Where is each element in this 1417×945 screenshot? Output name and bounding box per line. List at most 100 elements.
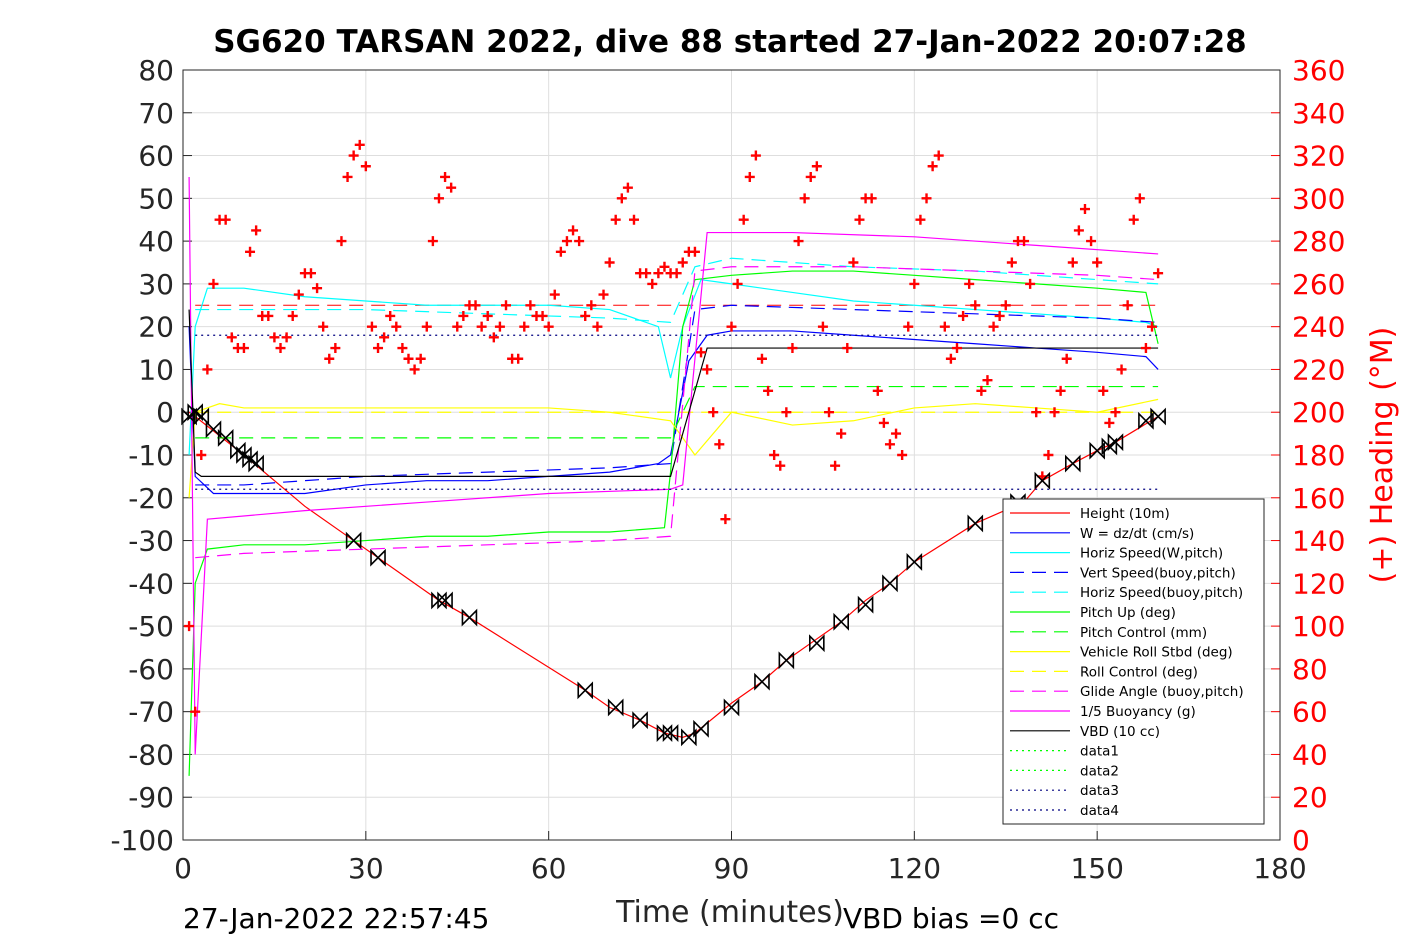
heading-point (482, 310, 493, 321)
bowtie-marker (205, 420, 222, 439)
y-tick-label: -40 (128, 567, 174, 600)
heading-point (689, 246, 700, 257)
heading-point (659, 261, 670, 272)
heading-point (433, 193, 444, 204)
heading-point (440, 171, 451, 182)
heading-point (470, 300, 481, 311)
heading-point (543, 321, 554, 332)
heading-point (1086, 236, 1097, 247)
heading-point (1079, 204, 1090, 215)
heading-point (391, 321, 402, 332)
y-right-tick-label: 160 (1292, 482, 1345, 515)
legend-label: data2 (1080, 763, 1119, 779)
heading-point (1000, 300, 1011, 311)
heading-point (1073, 225, 1084, 236)
heading-point (756, 353, 767, 364)
legend-label: Height (10m) (1080, 506, 1170, 522)
heading-point (1031, 407, 1042, 418)
heading-point (580, 310, 591, 321)
bowtie-marker (693, 719, 709, 738)
heading-point (1104, 417, 1115, 428)
bowtie-marker (431, 591, 447, 610)
heading-point (342, 171, 353, 182)
heading-point (403, 353, 414, 364)
heading-point (263, 310, 274, 321)
heading-point (549, 289, 560, 300)
heading-point (878, 417, 889, 428)
legend-entries: Height (10m) W = dz/dt (cm/s) Horiz Speed(… (1010, 506, 1244, 819)
heading-point (854, 214, 865, 225)
heading-point (202, 364, 213, 375)
heading-point (884, 439, 895, 450)
series-line (195, 304, 1159, 486)
x-axis-label: Time (minutes) (615, 895, 844, 930)
heading-point (763, 385, 774, 396)
heading-point (738, 214, 749, 225)
plot-frame (182, 69, 1281, 841)
bowtie-marker (906, 553, 923, 571)
heading-point (696, 347, 707, 358)
heading-point (196, 450, 207, 460)
bowtie-markers (181, 403, 1166, 747)
heading-point (561, 236, 572, 247)
heading-point (915, 214, 926, 225)
legend-label: Pitch Control (mm) (1080, 625, 1207, 641)
heading-point (184, 621, 195, 632)
y-tick-label: -80 (128, 738, 174, 771)
left-axis-ticks: 80 70 60 50 40 30 20 10 0 -10 -20 -30 -40 -50 -60 -70 -8… (110, 54, 174, 857)
series-line (188, 326, 1159, 495)
heading-point (330, 343, 341, 354)
heading-point (525, 300, 536, 311)
heading-point (421, 321, 432, 332)
heading-point (775, 460, 786, 471)
right-axis-label: (+) Heading (°M) (1365, 327, 1400, 584)
heading-point (769, 450, 780, 460)
heading-point (708, 407, 719, 418)
series-line (195, 257, 1159, 324)
legend-label: W = dz/dt (cm/s) (1080, 526, 1194, 542)
heading-point (446, 182, 457, 193)
bowtie-marker (461, 608, 478, 627)
heading-point (452, 321, 463, 332)
heading-point (714, 439, 725, 450)
y-tick-label: -10 (128, 439, 174, 472)
bowtie-marker (778, 651, 795, 670)
heading-point (397, 343, 408, 354)
heading-point (354, 139, 365, 150)
bowtie-marker (242, 450, 258, 469)
heading-point (555, 246, 566, 257)
y-tick-label: 80 (138, 54, 174, 87)
heading-point (903, 321, 914, 332)
y-right-tick-label: 200 (1292, 396, 1345, 429)
legend-label: Vert Speed(buoy,pitch) (1080, 565, 1236, 581)
heading-point (641, 268, 652, 279)
bowtie-marker (754, 672, 770, 691)
heading-point (494, 321, 505, 332)
heading-point (1153, 268, 1164, 279)
heading-point (720, 514, 731, 525)
heading-point (1019, 236, 1030, 247)
heading-point (647, 278, 658, 289)
bowtie-marker (607, 698, 624, 717)
heading-point (1128, 214, 1139, 225)
y-tick-label: 0 (156, 396, 174, 429)
y-tick-label: 70 (138, 97, 174, 130)
footer-timestamp: 27-Jan-2022 22:57:45 (183, 902, 489, 935)
heading-point (305, 268, 316, 279)
heading-point (208, 278, 219, 289)
heading-point (586, 300, 597, 311)
heading-point (1043, 450, 1054, 460)
heading-point (951, 343, 962, 354)
heading-point (1025, 278, 1036, 289)
heading-point (251, 225, 262, 236)
bowtie-marker (1101, 437, 1118, 456)
heading-point (927, 161, 938, 172)
bowtie-marker (857, 595, 874, 614)
heading-point (379, 332, 390, 343)
x-axis-ticks: 0 30 60 90 120 150 180 (174, 852, 1307, 885)
heading-point (1098, 385, 1109, 396)
heading-point (750, 150, 761, 161)
heading-point (830, 460, 841, 471)
heading-point (281, 332, 292, 343)
